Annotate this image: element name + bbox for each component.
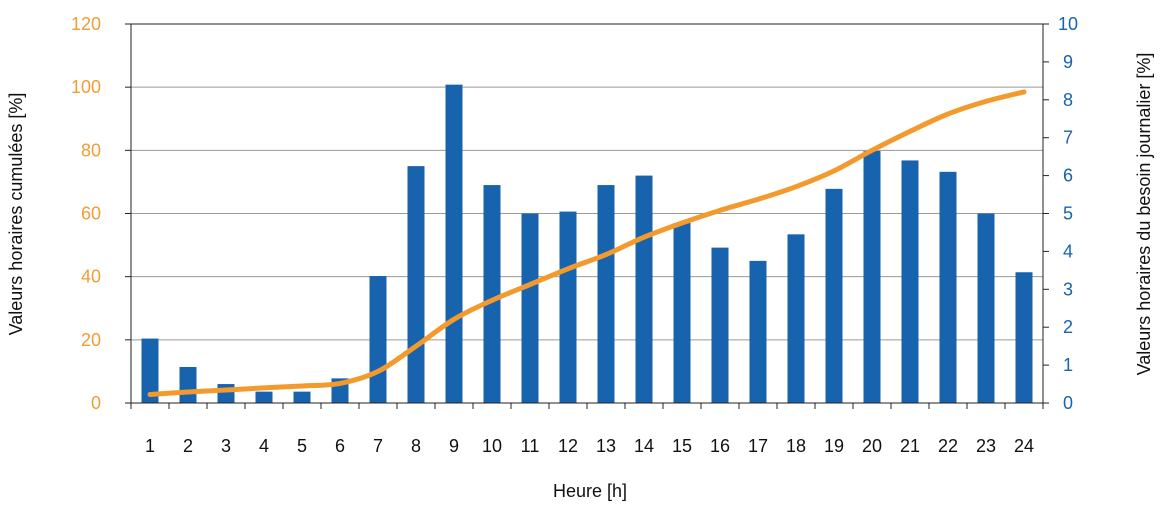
x-tick-label: 14	[634, 436, 654, 456]
right-axis-ticks: 0 1 2 3 4 5 6 7 8 9 10	[1058, 14, 1078, 413]
bar	[521, 213, 539, 403]
left-axis-title: Valeurs horaires cumulées [%]	[6, 93, 26, 336]
right-tick-label: 6	[1063, 166, 1073, 186]
left-tick-label: 40	[81, 267, 101, 287]
right-tick-label: 2	[1063, 317, 1073, 337]
line-series	[147, 89, 1027, 397]
x-tick-label: 7	[373, 436, 383, 456]
x-tick-label: 10	[482, 436, 502, 456]
bar	[977, 213, 995, 403]
left-tick-label: 0	[91, 393, 101, 413]
bar	[559, 211, 577, 403]
cumulative-line	[147, 89, 1027, 397]
bar	[787, 234, 805, 403]
x-tick-label: 9	[449, 436, 459, 456]
right-tick-label: 8	[1063, 90, 1073, 110]
bar	[1015, 272, 1033, 403]
x-tick-label: 12	[558, 436, 578, 456]
x-tick-label: 16	[710, 436, 730, 456]
x-tick-label: 1	[145, 436, 155, 456]
right-tick-label: 7	[1063, 128, 1073, 148]
bar	[217, 384, 235, 403]
bar	[483, 185, 501, 403]
x-tick-label: 24	[1014, 436, 1034, 456]
bar	[901, 160, 919, 403]
bar	[407, 166, 425, 403]
bar	[255, 391, 273, 403]
axes	[125, 23, 1049, 409]
bar-series	[141, 84, 1033, 403]
gridlines	[131, 86, 1043, 341]
x-tick-label: 19	[824, 436, 844, 456]
right-axis-title: Valeurs horaires du besoin journalier [%…	[1134, 53, 1154, 376]
x-axis-ticks: 1 2 3 4 5 6 7 8 9 10 11 12 13 14 15 16 17 18 19 20 21 22 23 24	[145, 436, 1034, 456]
right-tick-label: 1	[1063, 355, 1073, 375]
x-tick-label: 8	[411, 436, 421, 456]
bar	[635, 175, 653, 403]
x-axis-title: Heure [h]	[553, 481, 627, 501]
left-tick-label: 80	[81, 140, 101, 160]
bar	[749, 260, 767, 403]
left-axis-ticks: 0 20 40 60 80 100 120	[71, 14, 101, 413]
bar	[369, 276, 387, 403]
right-tick-label: 10	[1058, 14, 1078, 34]
x-tick-label: 21	[900, 436, 920, 456]
x-tick-label: 18	[786, 436, 806, 456]
left-tick-label: 20	[81, 330, 101, 350]
x-tick-label: 6	[335, 436, 345, 456]
bar	[179, 366, 197, 403]
x-tick-label: 5	[297, 436, 307, 456]
bar	[939, 171, 957, 403]
left-tick-label: 60	[81, 204, 101, 224]
x-tick-label: 17	[748, 436, 768, 456]
bar	[597, 185, 615, 403]
x-tick-label: 2	[183, 436, 193, 456]
x-tick-label: 3	[221, 436, 231, 456]
x-tick-label: 15	[672, 436, 692, 456]
left-tick-label: 120	[71, 14, 101, 34]
right-tick-label: 4	[1063, 241, 1073, 261]
x-tick-label: 20	[862, 436, 882, 456]
right-tick-label: 9	[1063, 52, 1073, 72]
x-tick-label: 11	[521, 436, 540, 456]
bar	[141, 338, 159, 403]
x-tick-label: 22	[938, 436, 958, 456]
right-tick-label: 5	[1063, 204, 1073, 224]
x-tick-label: 13	[596, 436, 616, 456]
bar	[711, 247, 729, 403]
x-tick-label: 23	[976, 436, 996, 456]
bar	[293, 391, 311, 403]
bar	[863, 150, 881, 403]
right-tick-label: 3	[1063, 279, 1073, 299]
x-tick-label: 4	[259, 436, 269, 456]
left-tick-label: 100	[71, 77, 101, 97]
bar	[673, 222, 691, 403]
bar	[445, 84, 463, 403]
bar	[825, 188, 843, 403]
right-tick-label: 0	[1063, 393, 1073, 413]
